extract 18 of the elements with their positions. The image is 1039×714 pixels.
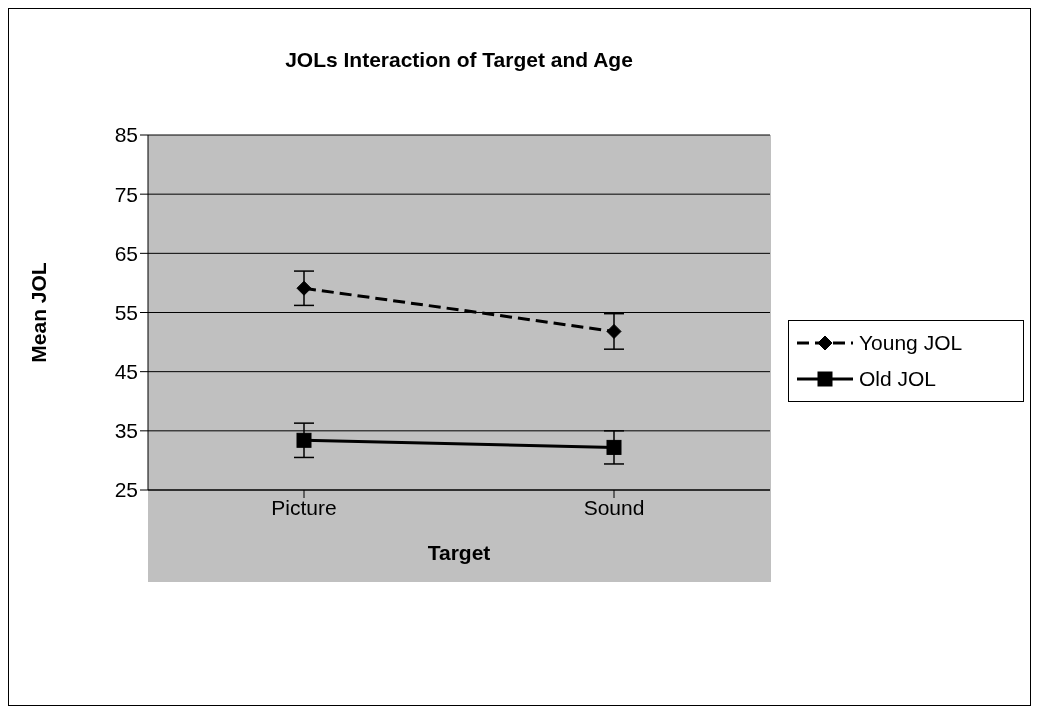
point — [606, 439, 622, 455]
y-tick-label: 75 — [114, 182, 138, 206]
point — [606, 323, 622, 339]
y-tick-label: 55 — [114, 300, 138, 324]
y-tick-label: 25 — [114, 478, 138, 502]
x-tick-label: Picture — [271, 495, 337, 519]
chart-title: JOLs Interaction of Target and Age — [284, 48, 634, 72]
legend-label: Young JOL — [859, 331, 963, 355]
y-tick-label: 85 — [114, 123, 138, 147]
point — [296, 432, 312, 448]
y-tick-label: 35 — [114, 419, 138, 443]
y-tick-label: 65 — [114, 241, 138, 265]
x-axis-title: Target — [427, 541, 491, 564]
point — [296, 280, 312, 296]
x-tick-label: Sound — [583, 495, 645, 519]
legend-label: Old JOL — [859, 367, 937, 391]
y-axis-title: Mean JOL — [27, 262, 51, 363]
y-tick-label: 45 — [114, 360, 138, 384]
